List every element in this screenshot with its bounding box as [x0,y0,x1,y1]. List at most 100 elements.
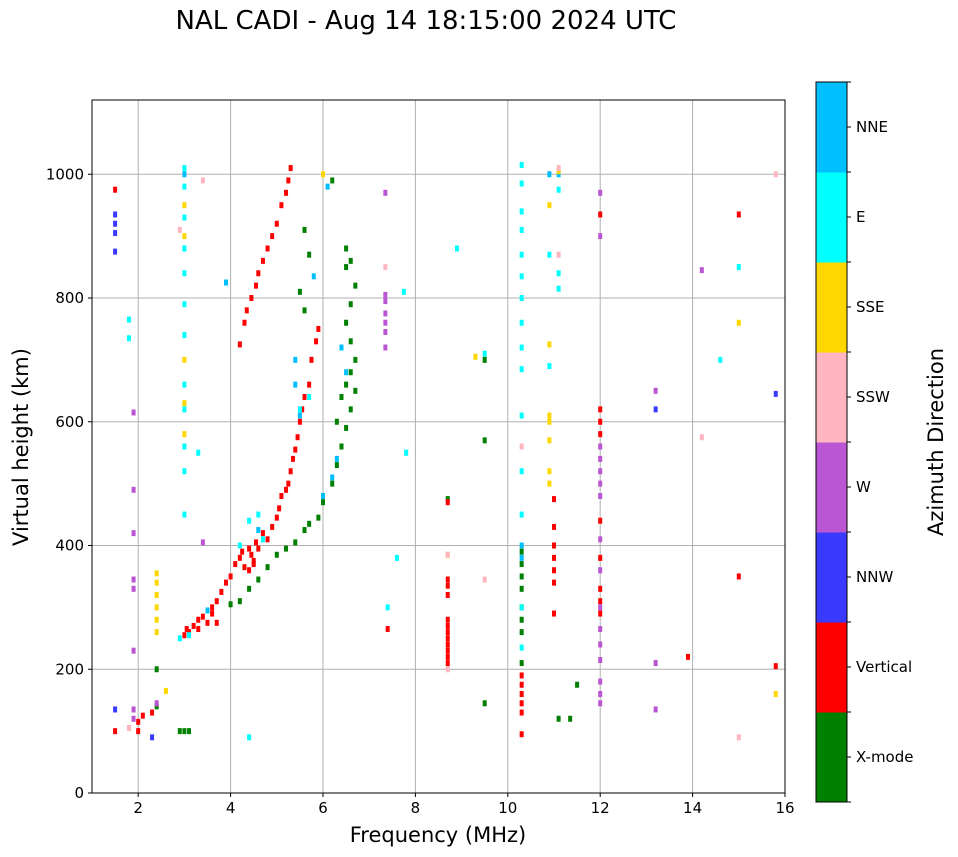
data-point-e [519,180,524,187]
data-point-vertical [290,455,295,462]
data-point-e [519,295,524,301]
data-point-e [260,536,265,543]
colorbar-tick-label: SSW [856,388,890,406]
x-tick-label: 14 [683,799,702,817]
data-point-x-mode [293,539,298,546]
data-point-x-mode [482,437,487,444]
data-point-w [383,329,388,336]
data-point-vertical [270,233,275,240]
data-point-x-mode [344,264,349,271]
data-point-e [454,245,459,252]
data-point-vertical [598,598,603,605]
data-point-w [653,660,658,667]
data-point-w [653,706,658,713]
data-point-e [547,363,552,370]
data-point-nne [321,493,325,499]
data-point-e [519,511,524,518]
data-point-vertical [519,681,524,688]
data-point-w [131,647,136,654]
data-point-vertical [240,548,245,555]
data-point-nne [556,171,561,178]
data-point-vertical [445,582,450,589]
data-point-e [519,226,524,233]
data-point-ssw [126,725,131,732]
data-point-w [598,233,603,240]
colorbar-tick-label: X-mode [856,748,913,766]
data-point-vertical [277,505,282,512]
data-point-sse [547,437,552,444]
data-point-vertical [279,202,284,209]
data-point-ssw [699,434,704,441]
data-point-x-mode [519,573,524,580]
data-point-ssw [445,666,450,673]
data-point-vertical [685,653,690,660]
data-point-vertical [598,211,603,218]
data-point-vertical [242,564,247,571]
data-point-ssw [736,734,741,741]
data-point-vertical [773,663,778,670]
colorbar-segment [816,532,847,623]
data-point-e [519,251,524,258]
data-point-vertical [286,480,291,487]
data-point-nne [330,474,335,481]
data-point-w [598,480,603,487]
data-point-x-mode [307,251,312,258]
colorbar-tick-label: E [856,208,865,226]
data-point-vertical [219,588,224,595]
data-point-vertical [249,551,254,558]
data-point-e [519,344,524,351]
data-point-x-mode [519,561,524,568]
x-tick-label: 4 [226,799,236,817]
data-point-x-mode [353,356,358,363]
data-point-e [247,734,252,741]
data-point-w [598,678,603,685]
data-point-e [519,468,524,475]
data-point-vertical [519,700,524,707]
x-axis-label: Frequency (MHz) [350,823,526,847]
data-point-sse [154,579,159,586]
data-point-vertical [260,257,265,264]
data-point-sse [182,356,187,363]
data-point-vertical [293,446,298,453]
data-point-x-mode [519,616,524,623]
colorbar-segment [816,262,847,353]
data-point-e [177,635,182,642]
data-point-vertical [519,709,524,716]
data-point-w [131,486,136,493]
data-point-vertical [284,486,289,493]
data-point-x-mode [274,551,279,558]
data-point-e [297,406,302,413]
data-point-vertical [314,338,319,345]
data-point-vertical [519,691,524,697]
data-point-vertical [247,545,252,552]
data-point-vertical [445,635,450,642]
data-point-vertical [113,728,118,735]
data-point-e [256,511,261,518]
data-point-x-mode [256,576,261,583]
data-point-sse [321,171,325,178]
data-point-x-mode [519,548,524,555]
data-point-vertical [552,610,556,617]
data-point-ssw [445,551,450,558]
data-point-vertical [244,307,249,314]
data-point-x-mode [519,629,524,636]
data-point-e [519,319,524,326]
data-point-nnw [150,734,155,741]
data-point-nne [256,527,261,534]
data-point-nnw [113,211,118,218]
data-point-vertical [295,434,300,441]
data-point-e [519,208,524,215]
data-point-nnw [113,220,118,227]
data-point-vertical [286,177,291,184]
data-point-vertical [445,660,450,667]
data-point-sse [547,341,552,348]
data-point-nnw [653,406,658,413]
data-point-vertical [736,573,741,580]
y-tick-label: 0 [74,784,84,802]
data-point-w [200,539,205,546]
data-point-sse [182,202,187,209]
data-point-e [196,449,201,456]
data-point-nne [223,279,228,286]
data-point-w [383,319,388,326]
data-point-x-mode [154,703,159,710]
